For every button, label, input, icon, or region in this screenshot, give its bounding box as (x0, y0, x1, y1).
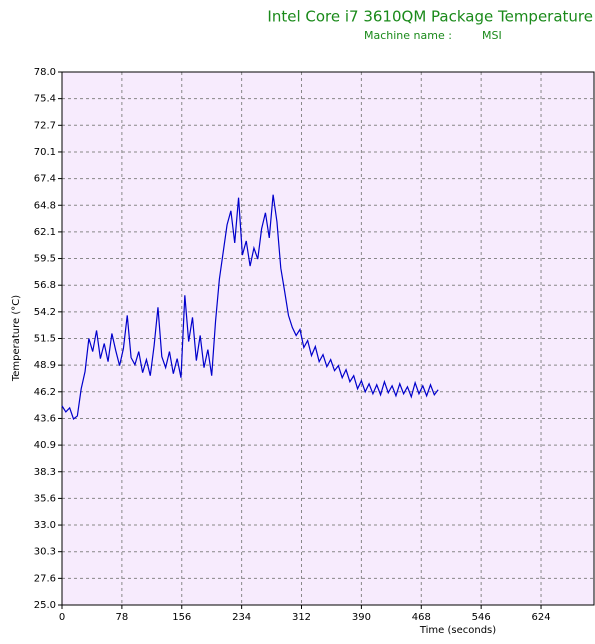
y-tick-label: 67.4 (34, 174, 56, 185)
temperature-line (61, 194, 439, 420)
y-tick-label: 38.3 (34, 467, 56, 478)
x-tick-label: 0 (59, 612, 65, 623)
x-tick-label: 546 (472, 612, 491, 623)
y-tick-label: 46.2 (34, 387, 56, 398)
y-tick-label: 33.0 (34, 520, 56, 531)
chart-title: Intel Core i7 3610QM Package Temperature (267, 8, 593, 26)
y-tick-label: 25.0 (34, 600, 56, 611)
x-tick-label: 390 (352, 612, 371, 623)
y-tick-label: 48.9 (34, 360, 56, 371)
y-tick-label: 70.1 (34, 147, 56, 158)
y-tick-label: 72.7 (34, 120, 56, 131)
y-tick-label: 62.1 (34, 227, 56, 238)
x-tick-label: 624 (531, 612, 550, 623)
y-tick-label: 51.5 (34, 334, 56, 345)
y-tick-label: 64.8 (34, 200, 56, 211)
y-tick-label: 54.2 (34, 307, 56, 318)
x-tick-label: 468 (412, 612, 431, 623)
x-tick-label: 156 (172, 612, 191, 623)
y-tick-label: 78.0 (34, 67, 56, 78)
x-tick-label: 312 (292, 612, 311, 623)
y-tick-label: 35.6 (34, 493, 56, 504)
y-tick-label: 40.9 (34, 440, 56, 451)
y-tick-label: 43.6 (34, 413, 56, 424)
y-tick-label: 27.6 (34, 573, 56, 584)
plot-border (61, 71, 595, 606)
y-axis-label: Temperature (°C) (11, 295, 22, 382)
y-tick-label: 30.3 (34, 547, 56, 558)
machine-value: MSI (482, 29, 502, 42)
x-tick-label: 78 (116, 612, 129, 623)
y-tick-label: 59.5 (34, 254, 56, 265)
x-axis-label: Time (seconds) (419, 625, 496, 636)
y-tick-label: 56.8 (34, 280, 56, 291)
x-tick-label: 234 (232, 612, 251, 623)
machine-label: Machine name : (364, 29, 452, 42)
y-tick-label: 75.4 (34, 94, 56, 105)
